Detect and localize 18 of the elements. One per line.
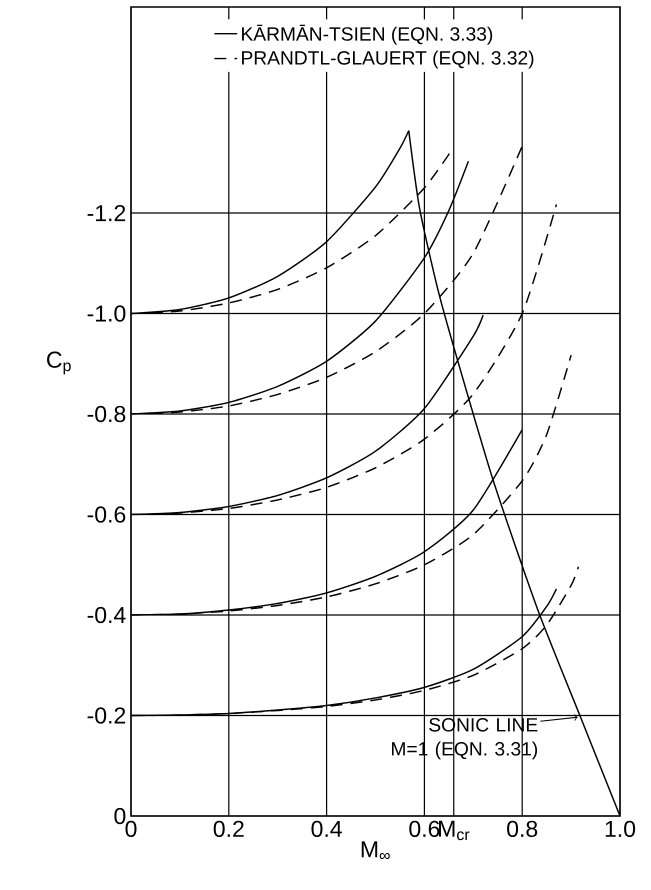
x-tick-label: 0.6 — [409, 820, 440, 838]
x-tick-label: 1.0 — [606, 820, 636, 838]
y-tick-label: -0.8 — [88, 406, 126, 422]
x-tick-label: M$_{cr}$ — [439, 820, 470, 840]
legend-label: KĀRMĀN-TSIEN (EQN. 3.33) — [242, 24, 492, 45]
y-tick-label: -0.2 — [88, 707, 126, 724]
y-tick-label: -1.2 — [88, 204, 126, 222]
y-tick-label: -0.4 — [88, 606, 126, 624]
x-tick-label: 0.2 — [214, 820, 244, 838]
x-tick-label: 0.4 — [311, 820, 342, 838]
y-tick-label: 0 — [114, 808, 126, 824]
x-tick-label: 0 — [125, 820, 137, 838]
legend-label: PRANDTL-GLAUERT (EQN. 3.32) — [242, 50, 534, 68]
x-axis-title: M$_{∞}$ — [362, 841, 390, 860]
y-axis-title: C$_{p}$ — [47, 352, 71, 374]
y-tick-label: -0.6 — [88, 506, 126, 523]
y-tick-label: -1.0 — [88, 305, 126, 322]
x-tick-label: 0.8 — [507, 820, 538, 838]
